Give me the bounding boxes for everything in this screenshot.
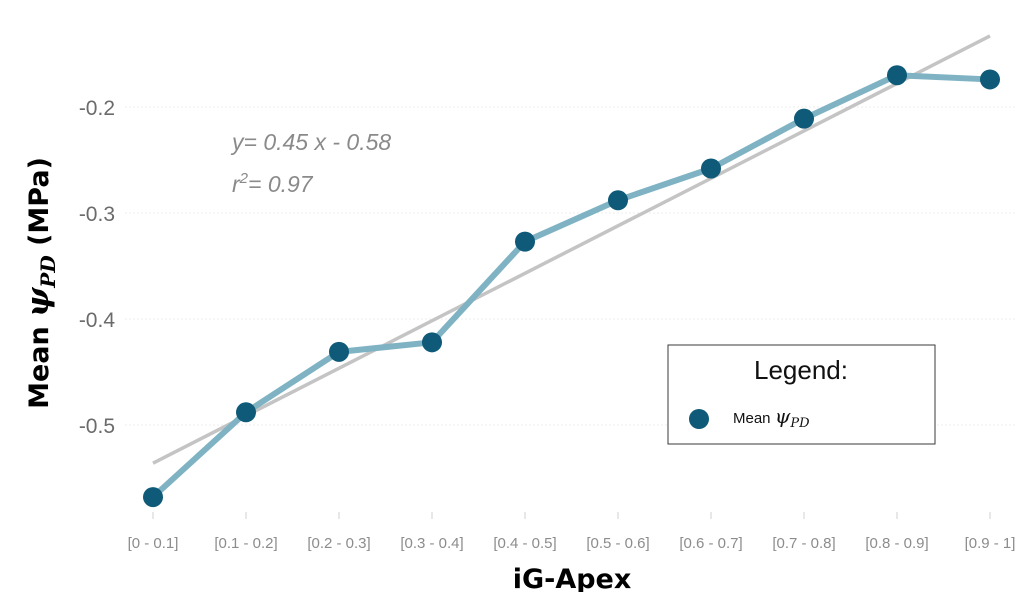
legend: Legend: Mean ψPD (667, 344, 936, 445)
y-axis-title-suffix: (MPa) (24, 157, 55, 255)
data-point (236, 402, 256, 423)
trendline-layer (152, 34, 991, 465)
x-tick-label: [0.3 - 0.4] (400, 535, 463, 552)
legend-box (667, 344, 936, 445)
r-squared-value: = 0.97 (248, 171, 314, 197)
x-tick-label: [0.8 - 0.9] (865, 535, 928, 552)
y-tick-label: -0.5 (79, 415, 115, 438)
y-axis-title-prefix: Mean (24, 317, 55, 409)
legend-item-symbol: ψ (775, 404, 791, 428)
x-axis-ticks: [0 - 0.1] [0.1 - 0.2] [0.2 - 0.3] [0.3 - 0.… (128, 512, 1016, 552)
x-tick-label: [0.2 - 0.3] (307, 535, 370, 552)
y-axis-ticks: -0.2 -0.3 -0.4 -0.5 (79, 97, 116, 438)
data-point (422, 332, 442, 353)
data-point (329, 341, 349, 362)
trend-r-squared: r2= 0.97 (232, 170, 314, 197)
x-axis-title: iG-Apex (513, 564, 632, 592)
x-tick-label: [0.5 - 0.6] (586, 535, 649, 552)
x-tick-label: [0.7 - 0.8] (772, 535, 835, 552)
series-layer (143, 65, 1000, 508)
y-axis-title: Mean ψPD (MPa) (20, 157, 60, 409)
legend-marker (689, 409, 709, 429)
x-tick-label: [0.6 - 0.7] (679, 535, 742, 552)
data-point (515, 231, 535, 252)
y-axis-title-subscript: PD (36, 255, 60, 289)
x-tick-label: [0.4 - 0.5] (493, 535, 556, 552)
legend-title: Legend: (754, 355, 848, 385)
trendline (152, 34, 991, 465)
data-point (143, 487, 163, 508)
x-tick-label: [0 - 0.1] (128, 535, 179, 552)
r-squared-symbol: r (232, 171, 241, 197)
r-squared-exponent: 2 (239, 170, 249, 187)
y-tick-label: -0.4 (79, 309, 116, 332)
data-point (701, 158, 721, 179)
trend-equation: y= 0.45 x - 0.58 (230, 129, 391, 155)
legend-item-subscript: PD (789, 416, 810, 431)
x-tick-label: [0.9 - 1] (965, 535, 1016, 552)
y-axis-title-symbol: ψ (20, 286, 56, 317)
data-point (608, 190, 628, 211)
series-line (150, 72, 993, 501)
data-point (887, 65, 907, 86)
legend-item-label: Mean ψPD (733, 404, 810, 431)
y-tick-label: -0.3 (79, 203, 115, 226)
data-point (794, 108, 814, 129)
data-point (980, 69, 1000, 90)
y-tick-label: -0.2 (79, 97, 115, 120)
x-tick-label: [0.1 - 0.2] (214, 535, 277, 552)
legend-item-prefix: Mean (733, 410, 775, 427)
